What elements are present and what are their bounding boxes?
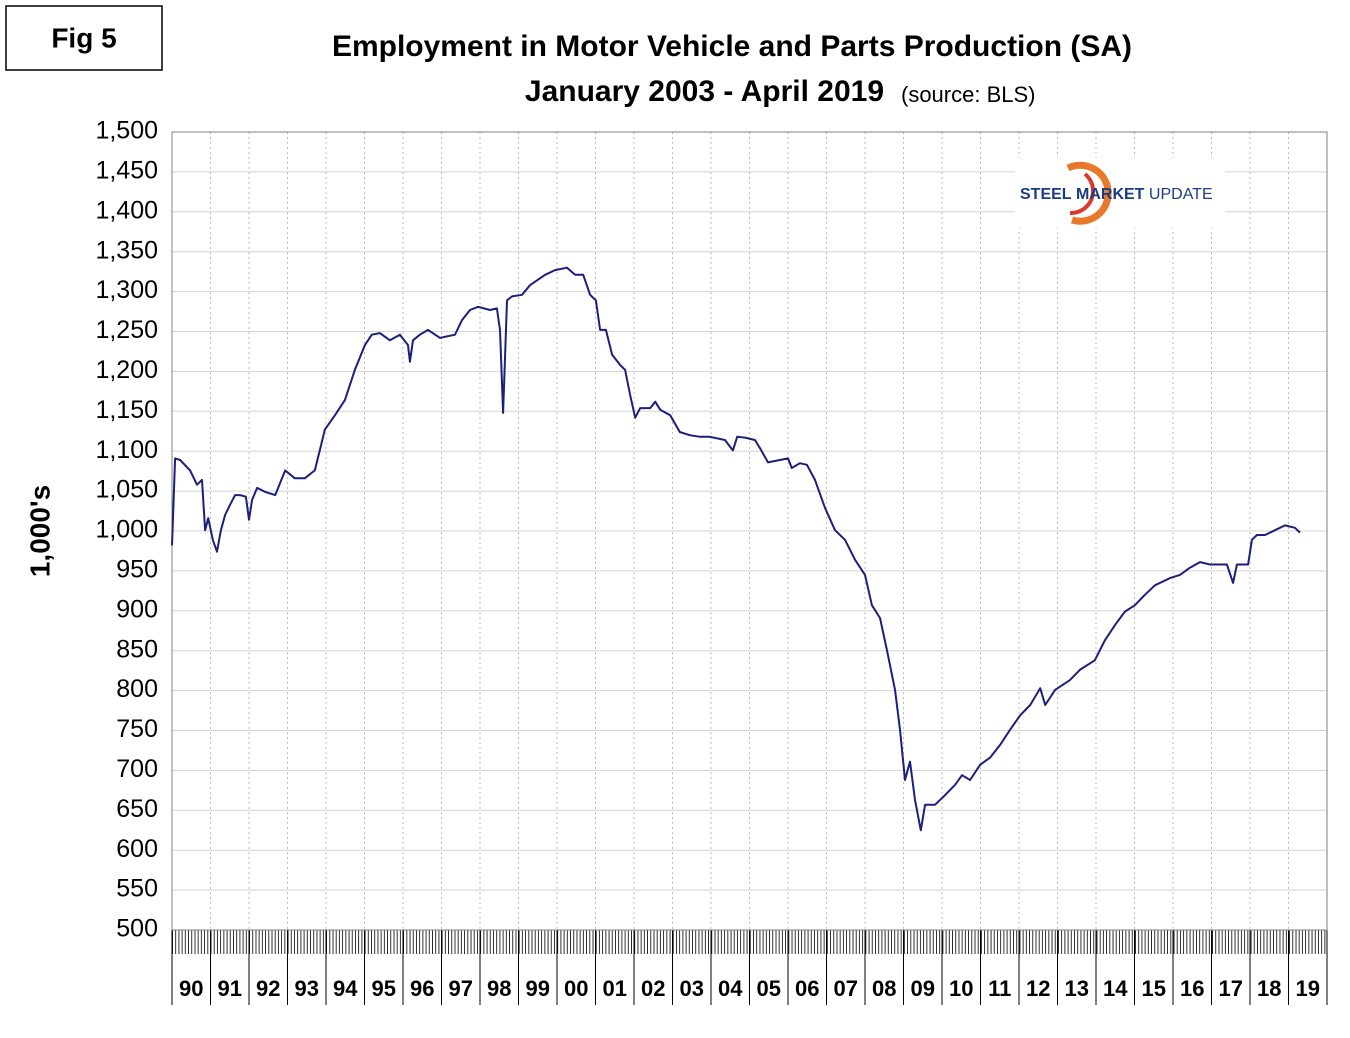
logo-arc-inner: [1069, 172, 1096, 216]
x-tick-label: 08: [872, 976, 896, 1001]
logo-text: STEEL MARKET UPDATE: [1020, 186, 1213, 203]
x-tick-label: 98: [487, 976, 511, 1001]
y-tick-label: 1,350: [95, 236, 158, 264]
x-tick-label: 15: [1142, 976, 1166, 1001]
x-tick-label: 14: [1103, 976, 1128, 1001]
y-tick-label: 1,050: [95, 476, 158, 504]
x-tick-label: 05: [757, 976, 781, 1001]
y-tick-label: 900: [116, 595, 158, 623]
y-tick-label: 1,150: [95, 396, 158, 424]
x-tick-label: 94: [333, 976, 358, 1001]
logo-arc: [1066, 161, 1112, 225]
x-tick-label: 95: [372, 976, 396, 1001]
x-tick-label: 19: [1296, 976, 1320, 1001]
plot-area: 500 550 600 650 700 750 800 850 900 950 1,000 1,050…: [95, 117, 1328, 1005]
y-tick-label: 600: [116, 835, 158, 863]
y-tick-label: 750: [116, 715, 158, 743]
data-line: [171, 266, 1301, 832]
y-tick-label: 850: [116, 635, 158, 663]
x-tick-label: 99: [526, 976, 550, 1001]
x-tick-label: 00: [564, 976, 588, 1001]
x-tick-label: 09: [911, 976, 935, 1001]
logo: STEEL MARKET UPDATE: [1015, 158, 1225, 228]
y-tick-label: 1,400: [95, 196, 158, 224]
source-note: (source: BLS): [901, 82, 1036, 107]
logo-word: UPDATE: [1149, 186, 1213, 203]
y-axis-label: 1,000's: [24, 485, 55, 577]
y-tick-label: 800: [116, 675, 158, 703]
y-tick-label: 1,450: [95, 157, 158, 185]
y-tick-label: 1,500: [95, 117, 158, 145]
chart-title: Employment in Motor Vehicle and Parts Pr…: [332, 30, 1132, 63]
x-tick-label: 13: [1065, 976, 1089, 1001]
y-tick-label: 1,000: [95, 516, 158, 544]
x-tick-label: 06: [795, 976, 819, 1001]
y-tick-label: 550: [116, 875, 158, 903]
logo-word: MARKET: [1076, 186, 1145, 203]
y-tick-label: 650: [116, 795, 158, 823]
y-tick-label: 950: [116, 556, 158, 584]
figure-label: Fig 5: [51, 22, 116, 53]
x-tick-label: 04: [718, 976, 743, 1001]
x-tick-label: 07: [834, 976, 858, 1001]
x-tick-label: 03: [680, 976, 704, 1001]
y-tick-label: 1,300: [95, 276, 158, 304]
y-tick-label: 500: [116, 915, 158, 943]
chart-subtitle: January 2003 - April 2019: [525, 75, 884, 108]
x-tick-label: 10: [949, 976, 973, 1001]
x-tick-label: 11: [988, 976, 1011, 1001]
y-tick-label: 1,100: [95, 436, 158, 464]
x-tick-label: 01: [603, 976, 627, 1001]
logo-word: STEEL: [1020, 186, 1072, 203]
x-tick-label: 17: [1219, 976, 1243, 1001]
figure-label-box: [5, 5, 163, 71]
logo-background: [1015, 158, 1225, 228]
x-tick-label: 93: [295, 976, 319, 1001]
x-tick-label: 97: [449, 976, 473, 1001]
x-tick-label: 18: [1257, 976, 1281, 1001]
x-tick-label: 92: [256, 976, 280, 1001]
x-tick-label: 90: [179, 976, 203, 1001]
x-tick-label: 91: [218, 976, 242, 1001]
x-tick-label: 96: [410, 976, 434, 1001]
x-tick-label: 02: [641, 976, 665, 1001]
x-tick-label: 16: [1180, 976, 1204, 1001]
y-tick-label: 700: [116, 755, 158, 783]
y-tick-label: 1,250: [95, 316, 158, 344]
x-tick-label: 12: [1026, 976, 1050, 1001]
y-tick-label: 1,200: [95, 356, 158, 384]
